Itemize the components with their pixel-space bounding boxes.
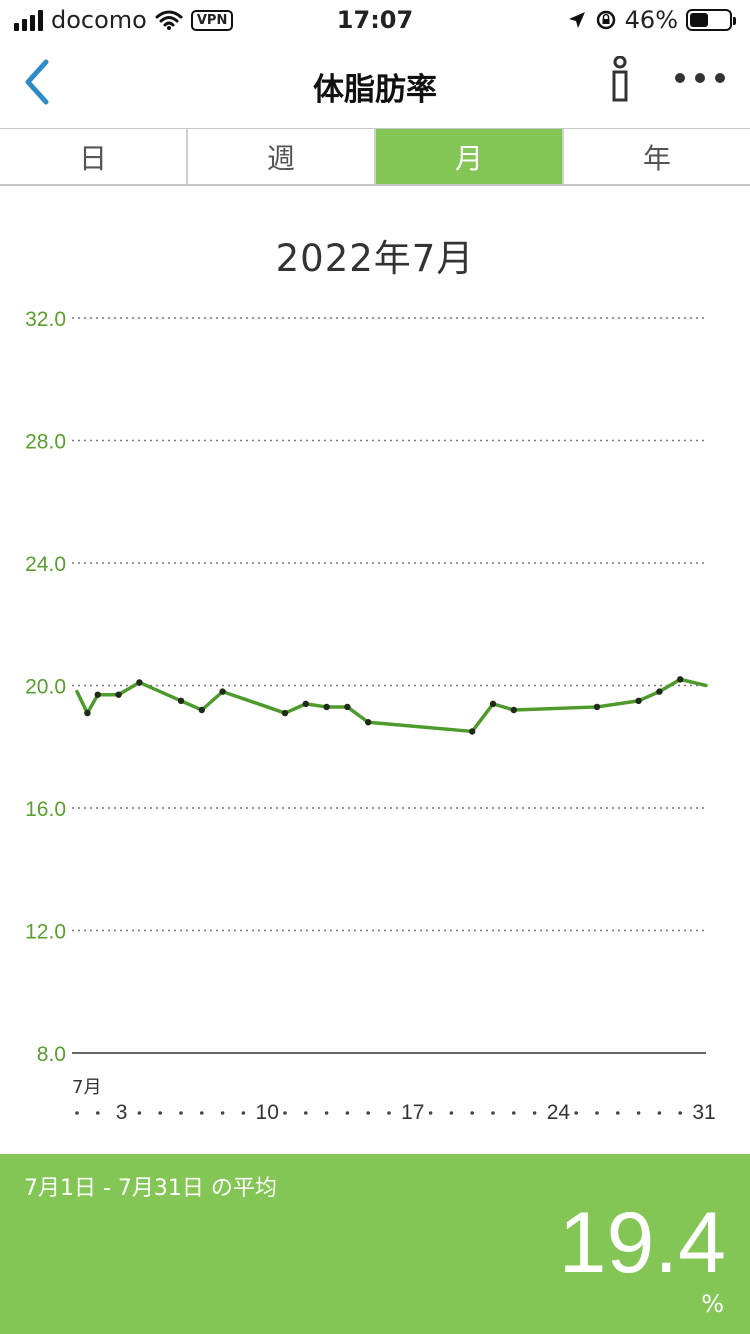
battery-percent: 46%: [624, 6, 678, 34]
info-icon[interactable]: [604, 56, 636, 104]
body-fat-chart[interactable]: 32.0 28.0 24.0 20.0 16.0 12.0 8.0 7月 3 10 17 24 31: [0, 290, 750, 1140]
y-tick-label: 12.0: [25, 921, 66, 944]
x-day-dot: [657, 1111, 662, 1115]
y-tick-label: 20.0: [25, 676, 66, 699]
x-day-dot: [304, 1111, 308, 1115]
tab-day[interactable]: 日: [0, 129, 188, 184]
x-day-dot: [137, 1111, 142, 1115]
page-title: 体脂肪率: [313, 72, 437, 108]
location-arrow-icon: [568, 12, 585, 28]
data-point: [323, 703, 330, 711]
period-title: 2022年7月: [275, 237, 475, 280]
average-unit: %: [701, 1290, 724, 1318]
data-point: [115, 691, 122, 698]
status-time: 17:07: [336, 6, 414, 34]
x-day-dot: [345, 1111, 350, 1115]
x-month-label: 7月: [72, 1077, 101, 1098]
x-day-dot: [512, 1111, 516, 1115]
data-point: [489, 700, 497, 708]
x-tick-label: 31: [692, 1101, 715, 1124]
x-tick-label: 3: [116, 1101, 128, 1124]
average-range-label: 7月1日 - 7月31日 の平均: [24, 1176, 277, 1201]
y-tick-label: 24.0: [25, 553, 66, 576]
x-day-dot: [636, 1111, 641, 1115]
x-day-dot: [616, 1111, 620, 1115]
x-day-dot: [366, 1111, 371, 1115]
period-tabs: 日 週 月 年: [0, 129, 750, 186]
tab-year[interactable]: 年: [642, 141, 671, 175]
data-point: [94, 691, 102, 698]
rotation-lock-icon: [596, 10, 615, 30]
x-day-dot: [491, 1111, 495, 1115]
data-point: [656, 688, 663, 695]
data-point: [510, 706, 517, 714]
status-bar: docomo VPN 17:07 46%: [0, 0, 750, 40]
average-value: 19.4: [558, 1195, 726, 1291]
more-dots-icon[interactable]: [672, 66, 728, 90]
signal-icon: [14, 9, 43, 31]
data-point: [593, 703, 601, 711]
y-tick-label: 28.0: [25, 431, 66, 454]
x-tick-label: 24: [547, 1101, 571, 1124]
vpn-badge: VPN: [190, 9, 234, 31]
tab-week[interactable]: 週: [188, 129, 376, 184]
x-day-dot: [220, 1111, 225, 1115]
data-point: [635, 697, 642, 705]
x-day-dot: [470, 1111, 475, 1115]
x-day-dot: [324, 1111, 329, 1115]
x-day-dot: [387, 1111, 391, 1115]
x-day-dot: [200, 1111, 204, 1115]
data-point: [136, 679, 143, 686]
x-tick-label: 10: [256, 1101, 279, 1124]
x-tick-label: 17: [401, 1101, 424, 1124]
x-day-dot: [678, 1111, 682, 1115]
data-point: [677, 676, 684, 683]
carrier-name: docomo: [51, 6, 147, 34]
data-point: [281, 709, 289, 717]
wifi-icon: [155, 10, 183, 30]
x-day-dot: [574, 1111, 578, 1115]
data-point: [198, 706, 205, 714]
status-right: 46%: [567, 6, 736, 34]
x-day-dot: [241, 1111, 246, 1115]
data-point: [365, 719, 372, 726]
x-day-dot: [158, 1111, 162, 1115]
x-day-dot: [595, 1111, 599, 1115]
x-day-dot: [179, 1111, 183, 1115]
y-tick-label: 8.0: [37, 1043, 66, 1066]
data-point: [344, 703, 351, 711]
data-point: [177, 697, 185, 705]
data-point: [302, 700, 309, 708]
data-point: [84, 709, 91, 717]
x-day-dot: [449, 1111, 454, 1115]
y-tick-label: 16.0: [25, 798, 66, 821]
data-point: [219, 688, 226, 695]
status-left: docomo VPN: [14, 6, 234, 34]
x-day-dot: [283, 1111, 287, 1115]
x-day-dot: [96, 1111, 100, 1115]
series-line: [75, 677, 708, 734]
y-tick-label: 32.0: [25, 308, 66, 331]
nav-bar: 体脂肪率: [0, 40, 750, 129]
battery-icon: [686, 9, 736, 31]
tab-month[interactable]: 月: [376, 129, 564, 184]
average-summary: 7月1日 - 7月31日 の平均 19.4 %: [0, 1154, 750, 1334]
x-day-dot: [75, 1111, 79, 1115]
chevron-left-icon[interactable]: [18, 54, 58, 110]
x-day-dot: [428, 1111, 433, 1115]
x-day-dot: [532, 1111, 537, 1115]
data-point: [469, 728, 476, 735]
